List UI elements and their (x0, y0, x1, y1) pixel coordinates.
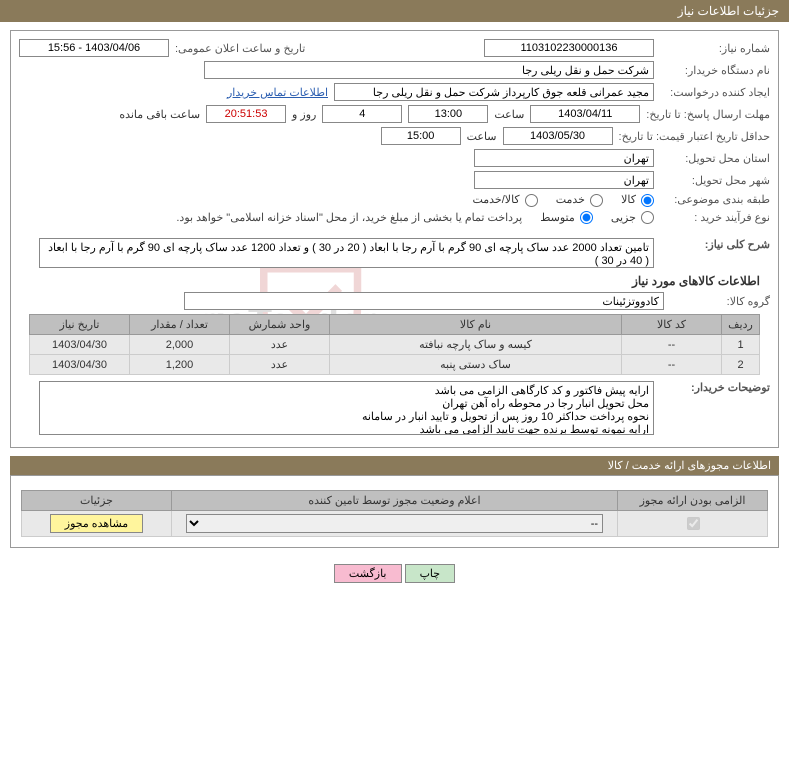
buyer-org-field (204, 61, 654, 79)
print-button[interactable]: چاپ (405, 564, 456, 583)
process-label: نوع فرآیند خرید : (660, 211, 770, 224)
table-row: 1 -- کیسه و ساک پارچه نبافته عدد 2,000 1… (30, 335, 760, 355)
announce-field (19, 39, 169, 57)
validity-label: حداقل تاریخ اعتبار قیمت: تا تاریخ: (619, 130, 770, 143)
days-and-label: روز و (292, 108, 316, 121)
goods-group-label: گروه کالا: (670, 295, 770, 308)
view-permit-button[interactable]: مشاهده مجوز (50, 514, 143, 533)
col-date: تاریخ نیاز (30, 315, 130, 335)
need-panel: شماره نیاز: تاریخ و ساعت اعلان عمومی: نا… (10, 30, 779, 448)
permits-table: الزامی بودن ارائه مجوز اعلام وضعیت مجوز … (21, 490, 768, 537)
cat-goods-option[interactable]: کالا (621, 193, 654, 207)
time-label-2: ساعت (467, 130, 497, 143)
announce-label: تاریخ و ساعت اعلان عمومی: (175, 42, 305, 55)
col-code: کد کالا (622, 315, 722, 335)
permit-status-select[interactable]: -- (186, 514, 603, 533)
category-label: طبقه بندی موضوعی: (660, 193, 770, 206)
table-row: -- مشاهده مجوز (22, 511, 768, 537)
requester-label: ایجاد کننده درخواست: (660, 86, 770, 99)
validity-time-field (381, 127, 461, 145)
process-note: پرداخت تمام یا بخشی از مبلغ خرید، از محل… (176, 211, 522, 224)
city-label: شهر محل تحویل: (660, 174, 770, 187)
province-label: استان محل تحویل: (660, 152, 770, 165)
col-status: اعلام وضعیت مجوز توسط تامین کننده (172, 491, 618, 511)
city-field (474, 171, 654, 189)
col-row: ردیف (722, 315, 760, 335)
requester-field (334, 83, 654, 101)
summary-textarea[interactable]: تامین تعداد 2000 عدد ساک پارچه ای 90 گرم… (39, 238, 654, 268)
goods-table: ردیف کد کالا نام کالا واحد شمارش تعداد /… (29, 314, 760, 375)
validity-date-field (503, 127, 613, 145)
proc-small-option[interactable]: جزیی (611, 211, 654, 225)
time-label-1: ساعت (494, 108, 524, 121)
countdown-field (206, 105, 286, 123)
col-qty: تعداد / مقدار (130, 315, 230, 335)
page-header: جزئیات اطلاعات نیاز (0, 0, 789, 22)
deadline-label: مهلت ارسال پاسخ: تا تاریخ: (646, 108, 770, 121)
permits-panel: الزامی بودن ارائه مجوز اعلام وضعیت مجوز … (10, 475, 779, 548)
mandatory-checkbox (687, 517, 700, 530)
back-button[interactable]: بازگشت (334, 564, 402, 583)
summary-label: شرح کلی نیاز: (660, 238, 770, 251)
remaining-label: ساعت باقی مانده (119, 108, 200, 121)
table-row: 2 -- ساک دستی پنبه عدد 1,200 1403/04/30 (30, 355, 760, 375)
deadline-date-field (530, 105, 640, 123)
buyer-org-label: نام دستگاه خریدار: (660, 64, 770, 77)
province-field (474, 149, 654, 167)
need-number-label: شماره نیاز: (660, 42, 770, 55)
proc-medium-option[interactable]: متوسط (540, 211, 593, 225)
deadline-time-field (408, 105, 488, 123)
permits-header: اطلاعات مجوزهای ارائه خدمت / کالا (10, 456, 779, 475)
need-number-field (484, 39, 654, 57)
goods-group-field (184, 292, 664, 310)
days-remaining-field (322, 105, 402, 123)
buyer-contact-link[interactable]: اطلاعات تماس خریدار (227, 86, 328, 99)
col-mandatory: الزامی بودن ارائه مجوز (618, 491, 768, 511)
buyer-notes-label: توضیحات خریدار: (660, 381, 770, 394)
col-unit: واحد شمارش (230, 315, 330, 335)
goods-section-title: اطلاعات کالاهای مورد نیاز (29, 274, 760, 288)
cat-service-option[interactable]: خدمت (556, 193, 603, 207)
cat-both-option[interactable]: کالا/خدمت (472, 193, 537, 207)
col-name: نام کالا (330, 315, 622, 335)
buyer-notes-textarea[interactable]: ارایه پیش فاکتور و کد کارگاهی الزامی می … (39, 381, 654, 435)
col-details: جزئیات (22, 491, 172, 511)
